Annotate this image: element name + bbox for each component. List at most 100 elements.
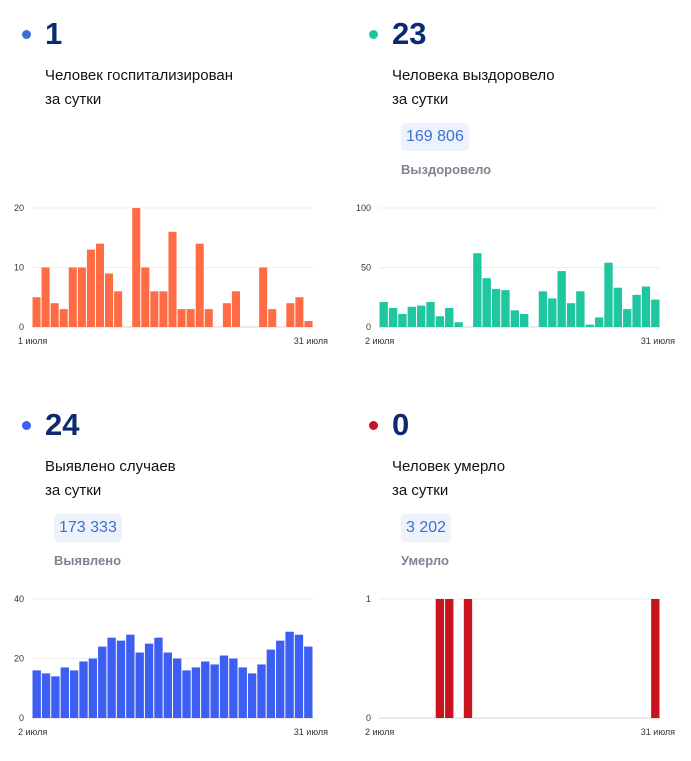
detected-bar (285, 631, 294, 718)
recovered-bar (641, 286, 651, 327)
detected-ytick-label: 0 (19, 713, 24, 723)
deaths-caption-line2: за сутки (392, 482, 449, 499)
hospitalized-ytick-label: 0 (19, 322, 24, 332)
hospitalized-xlabel-first: 1 июля (18, 336, 47, 346)
recovered-bar (604, 262, 613, 327)
recovered-caption-line2: за сутки (392, 91, 449, 108)
detected-ytick-label: 40 (14, 594, 24, 604)
hospitalized-dot (22, 30, 31, 39)
hospitalized-bar (168, 231, 177, 327)
hospitalized-bar (295, 297, 304, 327)
hospitalized-count: 1 (45, 16, 63, 51)
detected-xlabel-first: 2 июля (18, 727, 47, 737)
recovered-bar (426, 302, 435, 327)
detected-caption: Выявлено случаев за сутки (45, 455, 176, 503)
detected-bar (60, 667, 69, 718)
detected-bar (266, 649, 276, 718)
deaths-bar (651, 599, 660, 718)
hospitalized-ytick-label: 20 (14, 203, 24, 213)
deaths-count: 0 (392, 407, 410, 442)
hospitalized-bar (304, 321, 313, 327)
hospitalized-bar (159, 291, 168, 327)
hospitalized-bar (231, 291, 240, 327)
deaths-total: 3 202 (401, 514, 452, 542)
hospitalized-bar (95, 243, 105, 327)
deaths-bar (445, 599, 454, 718)
hospitalized-bar (259, 267, 268, 327)
deaths-dot (369, 421, 378, 430)
recovered-count: 23 (392, 16, 427, 51)
recovered-caption-line1: Человека выздоровело (392, 67, 555, 84)
hospitalized-bar (204, 309, 213, 327)
detected-bar (69, 670, 79, 718)
detected-bar (182, 670, 191, 718)
deaths-caption-line1: Человек умерло (392, 458, 506, 475)
recovered-bar (388, 307, 398, 327)
recovered-bar (623, 309, 632, 327)
recovered-bar (510, 310, 519, 327)
deaths-bar (435, 599, 445, 718)
hospitalized-bar (177, 309, 186, 327)
hospitalized-bar (50, 303, 59, 327)
recovered-bar (585, 324, 594, 327)
detected-bar (238, 667, 247, 718)
deaths-ytick-label: 0 (366, 713, 371, 723)
recovered-xlabel-last: 31 июля (641, 336, 675, 346)
detected-caption-line1: Выявлено случаев (45, 458, 176, 475)
detected-bar (210, 664, 219, 718)
hospitalized-bar (32, 297, 41, 327)
hospitalized-caption-line1: Человек госпитализирован (45, 67, 234, 84)
panel-deaths: 0 Человек умерло за сутки 3 202 Умерло 0… (347, 391, 677, 761)
recovered-bar (501, 290, 510, 327)
recovered-bar (548, 298, 557, 327)
deaths-total-label: Умерло (401, 553, 449, 568)
hospitalized-bar (132, 208, 141, 327)
deaths-xlabel-first: 2 июля (365, 727, 394, 737)
detected-bar (191, 667, 201, 718)
detected-bar (79, 661, 88, 718)
recovered-bar (491, 288, 501, 327)
recovered-bar (632, 294, 641, 327)
recovered-bar (538, 291, 548, 327)
detected-bar (41, 673, 51, 718)
panel-hospitalized: 1 Человек госпитализирован за сутки 0 10 2… (0, 0, 330, 370)
detected-bar (51, 676, 60, 718)
detected-count: 24 (45, 407, 80, 442)
recovered-caption: Человека выздоровело за сутки (392, 64, 555, 112)
recovered-bar (416, 305, 426, 327)
detected-bar (201, 661, 210, 718)
detected-bar (98, 646, 107, 718)
hospitalized-bar (150, 291, 159, 327)
recovered-bar (613, 287, 623, 327)
recovered-bar (594, 317, 604, 327)
recovered-total-label: Выздоровело (401, 162, 492, 177)
hospitalized-bar (68, 267, 77, 327)
detected-bar (88, 658, 98, 718)
recovered-bar (576, 291, 585, 327)
recovered-chart: 0 50 100 2 июля 31 июля (356, 203, 675, 346)
hospitalized-bar (222, 303, 231, 327)
detected-bar (163, 652, 172, 718)
detected-bar (257, 664, 266, 718)
hospitalized-bar (268, 309, 277, 327)
recovered-total: 169 806 (401, 123, 469, 151)
hospitalized-bar (86, 249, 95, 327)
recovered-bar (566, 303, 576, 327)
detected-xlabel-last: 31 июля (294, 727, 328, 737)
hospitalized-bar (141, 267, 150, 327)
recovered-bar (482, 278, 491, 327)
panel-detected: 24 Выявлено случаев за сутки 173 333 Выя… (0, 391, 330, 761)
recovered-ytick-label: 100 (356, 203, 371, 213)
detected-bar (294, 634, 304, 718)
hospitalized-bar (59, 309, 68, 327)
recovered-bar (557, 271, 566, 327)
detected-bar (154, 637, 163, 718)
recovered-bar (520, 313, 529, 327)
detected-bar (32, 670, 41, 718)
recovered-bar (445, 307, 454, 327)
detected-ytick-label: 20 (14, 654, 24, 664)
detected-bar (135, 652, 144, 718)
recovered-xlabel-first: 2 июля (365, 336, 394, 346)
detected-bar (247, 673, 257, 718)
recovered-bar (398, 313, 407, 327)
